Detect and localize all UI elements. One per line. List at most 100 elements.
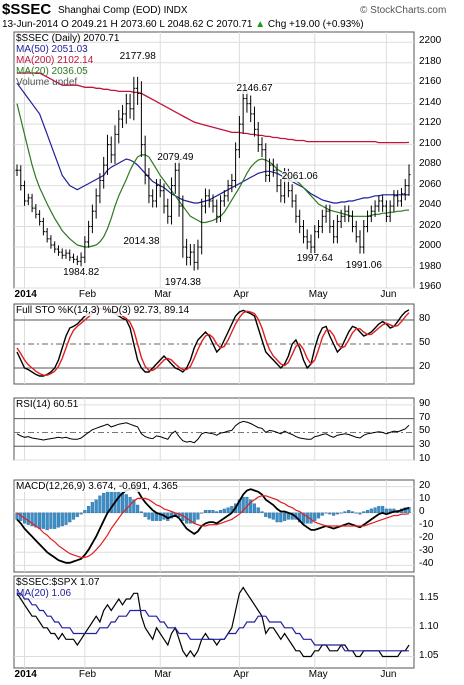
price-x-month-label: May xyxy=(308,289,328,300)
ratio-y-tick-label: 1.10 xyxy=(419,620,439,632)
price-y-tick-label: 2020 xyxy=(419,219,442,231)
price-legend-entry: MA(20) 2036.05 xyxy=(16,66,88,77)
ratio-y-tick-label: 1.15 xyxy=(419,592,439,603)
ratio-x-month-label: May xyxy=(308,669,328,680)
macd-histogram-bar xyxy=(192,512,196,524)
macd-histogram-bar xyxy=(211,510,215,514)
macd-histogram-bar xyxy=(373,507,377,514)
macd-histogram-bar xyxy=(41,512,45,529)
macd-histogram-bar xyxy=(132,499,136,514)
macd-histogram-bar xyxy=(158,512,162,521)
macd-histogram-bar xyxy=(120,492,125,514)
macd-histogram-bar xyxy=(60,512,64,527)
macd-histogram-bar xyxy=(320,512,324,516)
macd-histogram-bar xyxy=(226,507,230,514)
macd-histogram-bar xyxy=(45,512,49,531)
ratio-x-month-label: Jun xyxy=(380,669,397,680)
stochastic-y-tick-label: 80 xyxy=(419,313,431,324)
rsi-legend: RSI(14) 60.51 xyxy=(16,399,79,410)
rsi-y-tick-label: 90 xyxy=(419,397,431,409)
rsi-y-tick-label: 70 xyxy=(419,411,431,423)
rsi-line xyxy=(16,420,410,444)
price-legend-entry: MA(200) 2102.14 xyxy=(16,55,94,66)
macd-histogram-bar xyxy=(64,512,68,525)
macd-histogram-bar xyxy=(34,512,38,528)
macd-signal-line xyxy=(16,495,410,559)
macd-y-tick-label: 10 xyxy=(419,492,431,504)
macd-histogram-bar xyxy=(207,510,211,514)
macd-histogram-bar xyxy=(381,506,385,514)
price-x-month-label: Mar xyxy=(154,289,172,300)
macd-histogram-bar xyxy=(249,499,253,514)
price-x-month-label: Apr xyxy=(233,289,249,300)
stochastic-y-tick-label: 50 xyxy=(419,337,431,348)
rsi-y-tick-label: 10 xyxy=(419,453,431,464)
price-y-tick-label: 1960 xyxy=(419,281,442,292)
price-annotation: 1997.64 xyxy=(296,253,333,265)
price-y-tick-label: 2200 xyxy=(419,35,442,47)
quote-close: C 2070.71 xyxy=(206,19,253,30)
macd-histogram-bar xyxy=(98,495,102,514)
ratio-x-month-label: Feb xyxy=(78,669,97,680)
macd-histogram-bar xyxy=(68,512,72,523)
macd-histogram-bar xyxy=(102,492,106,514)
macd-histogram-bar xyxy=(252,503,257,514)
macd-histogram-bar xyxy=(335,512,339,515)
quote-date: 13-Jun-2014 xyxy=(2,19,59,30)
price-annotation: 2061.06 xyxy=(281,170,318,182)
macd-histogram-bar xyxy=(26,512,30,525)
macd-histogram-bar xyxy=(90,502,94,514)
rsi-y-tick-label: 30 xyxy=(419,439,431,451)
macd-histogram-bar xyxy=(30,512,34,527)
macd-y-tick-label: 0 xyxy=(419,505,425,517)
quote-line: 13-Jun-2014 O 2049.21 H 2073.60 L 2048.6… xyxy=(2,19,364,30)
macd-histogram-bar xyxy=(56,512,61,528)
ratio-x-month-label: Apr xyxy=(233,669,249,680)
macd-histogram-bar xyxy=(147,512,151,520)
stochastic-k-line xyxy=(16,307,410,377)
macd-histogram-bar xyxy=(407,506,411,514)
macd-histogram-bar xyxy=(275,512,279,523)
macd-histogram-bar xyxy=(283,512,287,521)
macd-histogram-bar xyxy=(124,494,128,514)
macd-histogram-bar xyxy=(362,511,366,514)
macd-histogram-bar xyxy=(384,508,388,514)
ratio-y-tick-label: 1.05 xyxy=(419,649,439,661)
price-x-month-label: Jun xyxy=(380,289,397,300)
macd-histogram-bar xyxy=(267,512,272,519)
macd-histogram-bar xyxy=(203,510,208,514)
price-annotation: 2014.38 xyxy=(123,236,160,248)
macd-histogram-bar xyxy=(298,512,302,523)
macd-histogram-bar xyxy=(53,512,57,529)
price-y-tick-label: 2060 xyxy=(419,178,442,190)
macd-histogram-bar xyxy=(215,511,219,514)
ratio-legend-entry: MA(20) 1.06 xyxy=(16,588,72,599)
macd-histogram-bar xyxy=(324,512,328,514)
macd-histogram-bar xyxy=(94,499,98,514)
price-legend-entry: Volume undef xyxy=(16,77,78,88)
macd-histogram-bar xyxy=(332,512,336,516)
quote-change: Chg +19.00 (+0.93%) xyxy=(267,19,364,30)
macd-histogram-bar xyxy=(347,510,351,514)
instrument-name: Shanghai Comp (EOD) INDX xyxy=(58,5,188,16)
stochastic-legend: Full STO %K(14,3) %D(3) 92.73, 89.14 xyxy=(16,305,190,316)
macd-histogram-bar xyxy=(264,512,268,517)
price-x-month-label: 2014 xyxy=(14,289,37,300)
macd-histogram-bar xyxy=(71,512,76,520)
macd-histogram-bar xyxy=(358,512,362,515)
macd-histogram-bar xyxy=(365,510,370,514)
stochastic-d-line xyxy=(16,308,410,376)
macd-histogram-bar xyxy=(105,490,110,514)
macd-histogram-bar xyxy=(87,506,91,514)
macd-histogram-bar xyxy=(354,512,358,514)
price-y-tick-label: 2040 xyxy=(419,199,442,211)
watermark: © StockCharts.com xyxy=(360,5,447,16)
price-y-tick-label: 2180 xyxy=(419,55,442,67)
macd-legend: MACD(12,26,9) 3.674, -0.691, 4.365 xyxy=(16,481,178,492)
macd-histogram-bar xyxy=(256,507,260,514)
quote-low: L 2048.62 xyxy=(159,19,204,30)
macd-histogram-bar xyxy=(79,512,83,515)
macd-histogram-bar xyxy=(313,512,317,521)
ratio-legend-entry: $SSEC:$SPX 1.07 xyxy=(16,577,100,588)
